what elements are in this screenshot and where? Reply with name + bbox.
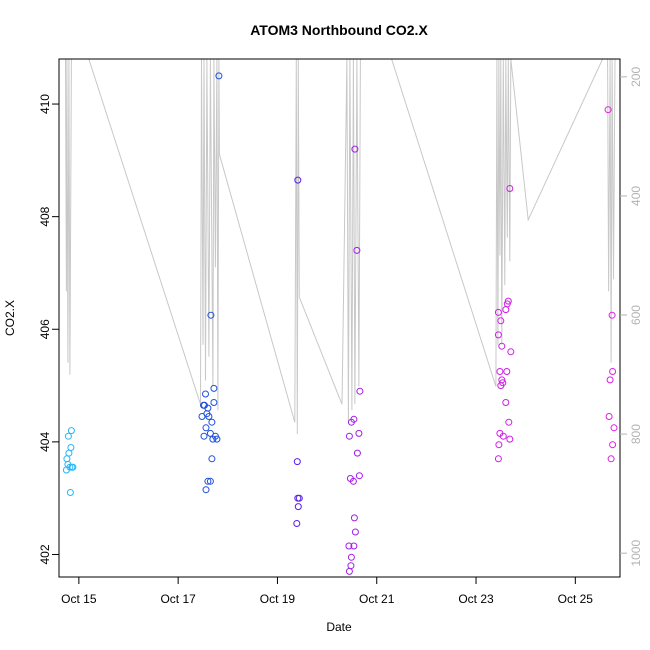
data-point [350,415,358,423]
data-point [502,399,510,406]
data-point [353,246,361,254]
right-y-tick-label: 200 [629,67,643,87]
x-tick-label: Oct 19 [260,592,296,606]
data-point [610,424,618,432]
x-tick-label: Oct 15 [61,592,97,606]
data-point [206,477,214,485]
data-point [63,455,71,463]
right-y-tick-label: 400 [629,186,643,206]
data-point [204,404,212,412]
data-point [504,297,512,305]
x-tick-label: Oct 25 [558,592,594,606]
right-y-axis: 200 400 600 800 1000 [620,67,643,567]
data-point [66,463,74,471]
y-tick-label: 410 [38,94,52,114]
data-point [351,145,359,153]
data-point [350,514,358,522]
data-point [294,176,302,184]
data-point [496,368,504,375]
data-point [604,106,612,114]
data-point [494,331,502,339]
data-point [609,368,617,375]
data-point [499,432,507,440]
data-point [208,455,216,463]
y-tick-label: 404 [38,432,52,452]
data-point [506,185,514,192]
data-point [353,449,361,457]
data-point [207,311,215,319]
data-point [505,418,513,426]
data-point [507,348,515,356]
data-point [607,455,615,463]
x-tick-label: Oct 17 [160,592,196,606]
data-point [350,542,358,550]
data-point [606,376,614,384]
y-tick-label: 408 [38,206,52,226]
data-point [69,463,77,471]
data-point [64,432,72,440]
data-point [66,489,74,496]
data-point [345,567,353,575]
data-point [503,368,511,375]
scatter-points [62,72,618,575]
data-point [202,390,209,398]
data-point [67,427,75,435]
right-y-tick-label: 1000 [629,540,643,567]
data-point [210,399,218,406]
data-point [205,413,213,420]
data-point [67,444,75,451]
data-point [355,472,363,480]
data-point [497,317,505,325]
y-tick-label: 402 [38,544,52,564]
data-point [349,477,357,485]
data-point [499,379,507,387]
data-point [204,477,212,485]
right-y-tick-label: 800 [629,424,643,444]
data-point [494,455,502,463]
data-point [605,413,613,420]
data-point [294,503,302,511]
y-axis-label: CO2.X [3,300,17,336]
data-point [351,528,359,536]
y-tick-label: 406 [38,319,52,339]
data-point [608,311,616,319]
data-point [293,458,301,466]
data-point [213,435,221,443]
data-point [347,553,355,561]
data-point [215,72,223,80]
data-point [498,342,506,350]
x-tick-label: Oct 21 [359,592,395,606]
data-point [202,424,210,432]
data-point [355,429,363,437]
right-y-tick-label: 600 [629,305,643,325]
data-point [295,494,303,502]
data-point [200,432,208,440]
data-point [495,441,503,449]
data-point [208,418,216,426]
data-point [210,384,218,392]
y-axis: 402 404 406 408 410 [38,94,59,564]
data-point [345,432,353,440]
data-point [202,486,210,494]
x-tick-label: Oct 23 [458,592,494,606]
chart-title: ATOM3 Northbound CO2.X [250,22,428,38]
x-axis-label: Date [326,620,352,634]
data-point [494,308,502,316]
data-point [609,441,617,449]
x-axis: Oct 15 Oct 17 Oct 19 Oct 21 Oct 23 Oct 25 [61,576,594,606]
data-point [345,542,353,550]
data-point [293,520,301,527]
data-point [506,435,514,443]
data-point [356,387,364,395]
